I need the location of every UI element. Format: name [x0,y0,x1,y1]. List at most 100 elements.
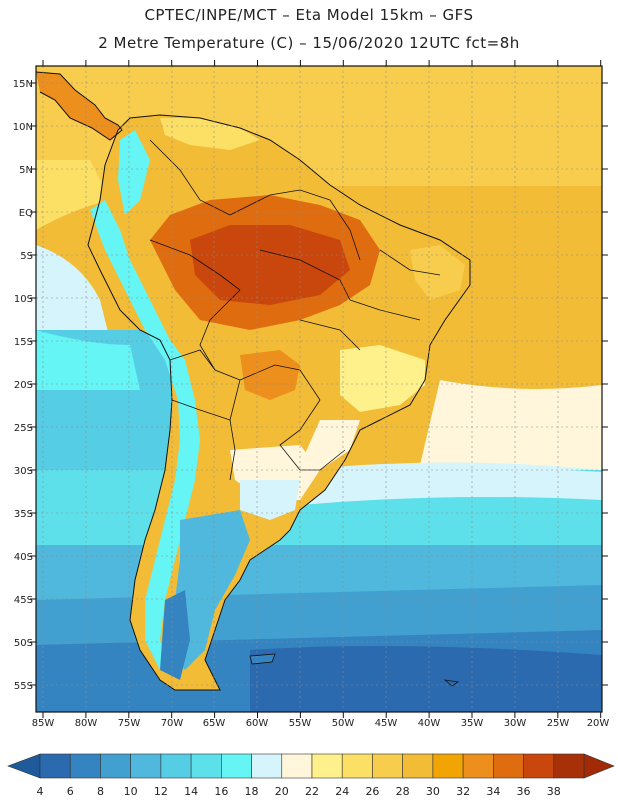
patagonia-cold [160,590,190,680]
lat-label-30s: 30S [14,466,33,477]
colorbar-label-32: 32 [456,785,470,798]
lon-label-20w: 20W [587,718,610,729]
colorbar-label-16: 16 [214,785,228,798]
colorbar-label-22: 22 [305,785,319,798]
colorbar-cell-18 [553,753,585,779]
lon-label-35w: 35W [461,718,484,729]
ocean-band-polar [250,646,602,712]
colorbar-label-6: 6 [67,785,74,798]
colorbar-label-36: 36 [517,785,531,798]
amazon-hot-core [190,225,350,305]
lat-label-20s: 20S [14,380,33,391]
lat-label-45s: 45S [14,595,33,606]
falkland-islands [249,653,276,665]
colorbar-cell-12 [372,753,403,779]
lon-label-65w: 65W [203,718,226,729]
ocean-band-atlantic-mid [420,380,602,475]
colorbar-low-arrow [7,753,41,779]
colorbar-cells [39,753,585,779]
colorbar-label-26: 26 [365,785,379,798]
interior-warm-patch [240,350,300,400]
lat-label-55s: 55S [14,681,33,692]
colorbar-cell-6 [190,753,222,779]
lon-label-80w: 80W [75,718,98,729]
lon-label-40w: 40W [418,718,441,729]
colorbar-cell-10 [311,753,343,779]
colorbar-cell-11 [341,753,373,779]
colorbar-cell-9 [281,753,313,779]
colorbar-label-30: 30 [426,785,440,798]
map-title-line-1: CPTEC/INPE/MCT – Eta Model 15km – GFS [144,6,474,24]
central-america-land [36,72,122,140]
colorbar-label-34: 34 [486,785,500,798]
lat-label-50s: 50S [14,638,33,649]
lon-label-60w: 60W [246,718,269,729]
lon-label-55w: 55W [289,718,312,729]
map-area [36,66,602,712]
ocean-band-pacific-cool-edge [36,330,140,390]
andes-cold-strip [90,200,200,670]
south-brazil-region [300,420,360,470]
northeast-region [410,245,465,300]
lon-label-25w: 25W [547,718,570,729]
northern-highlands [160,118,260,150]
ocean-band-pacific-north [36,160,110,230]
south-georgia-island [443,679,460,687]
colorbar-label-14: 14 [184,785,198,798]
colorbar-cell-8 [251,753,283,779]
colorbar-cell-16 [493,753,524,779]
lon-label-70w: 70W [161,718,184,729]
colorbar-label-8: 8 [97,785,104,798]
colorbar-cell-15 [462,753,494,779]
colorbar-label-12: 12 [154,785,168,798]
lon-label-75w: 75W [118,718,141,729]
longitude-labels: 85W 80W 75W 70W 65W 60W 55W 50W 45W 40W … [32,718,610,729]
lon-label-30w: 30W [504,718,527,729]
lat-label-5n: 5N [19,165,33,176]
lat-label-5s: 5S [20,251,33,262]
colorbar-cell-13 [402,753,434,779]
colorbar-cell-1 [39,753,71,779]
lat-label-10n: 10N [13,122,33,133]
lat-label-25s: 25S [14,423,33,434]
colorbar-label-10: 10 [124,785,138,798]
axis-ticks [30,60,608,718]
colorbar-labels: 4 6 8 10 12 14 16 18 20 22 24 26 28 30 32 34 36 38 [37,785,561,798]
lat-label-15s: 15S [14,337,33,348]
southeast-region [340,345,425,412]
colorbar-label-38: 38 [547,785,561,798]
colorbar-label-24: 24 [335,785,349,798]
lon-label-85w: 85W [32,718,55,729]
colorbar-label-28: 28 [396,785,410,798]
grid-lines [36,66,602,712]
map-title-line-2: 2 Metre Temperature (C) – 15/06/2020 12U… [98,34,520,52]
lat-label-15n: 15N [13,79,33,90]
temperature-colorbar: 4 6 8 10 12 14 16 18 20 22 24 26 28 30 32 34 36 38 [7,753,615,798]
andes-north-cold [118,130,150,215]
colorbar-cell-2 [69,753,101,779]
colorbar-cell-5 [160,753,192,779]
colorbar-cell-7 [221,753,252,779]
lat-label-10s: 10S [14,294,33,305]
colorbar-label-18: 18 [245,785,259,798]
argentina-central [240,480,300,520]
colorbar-cell-3 [100,753,131,779]
colorbar-high-arrow [583,753,615,779]
central-america-outline [36,71,123,141]
colorbar-label-20: 20 [275,785,289,798]
colorbar-cell-4 [130,753,162,779]
map-frame [35,65,603,713]
patagonia-cool [170,510,250,670]
lon-label-45w: 45W [375,718,398,729]
ocean-band-subtropical [300,466,602,505]
country-borders [149,139,441,481]
continent-outline [87,114,471,691]
ocean-band-pacific-mid [36,245,110,340]
colorbar-cell-17 [523,753,555,779]
colorbar-label-4: 4 [37,785,44,798]
lat-label-35s: 35S [14,509,33,520]
lat-label-eq: EQ [19,208,33,219]
colorbar-cell-14 [432,753,464,779]
lon-label-50w: 50W [332,718,355,729]
